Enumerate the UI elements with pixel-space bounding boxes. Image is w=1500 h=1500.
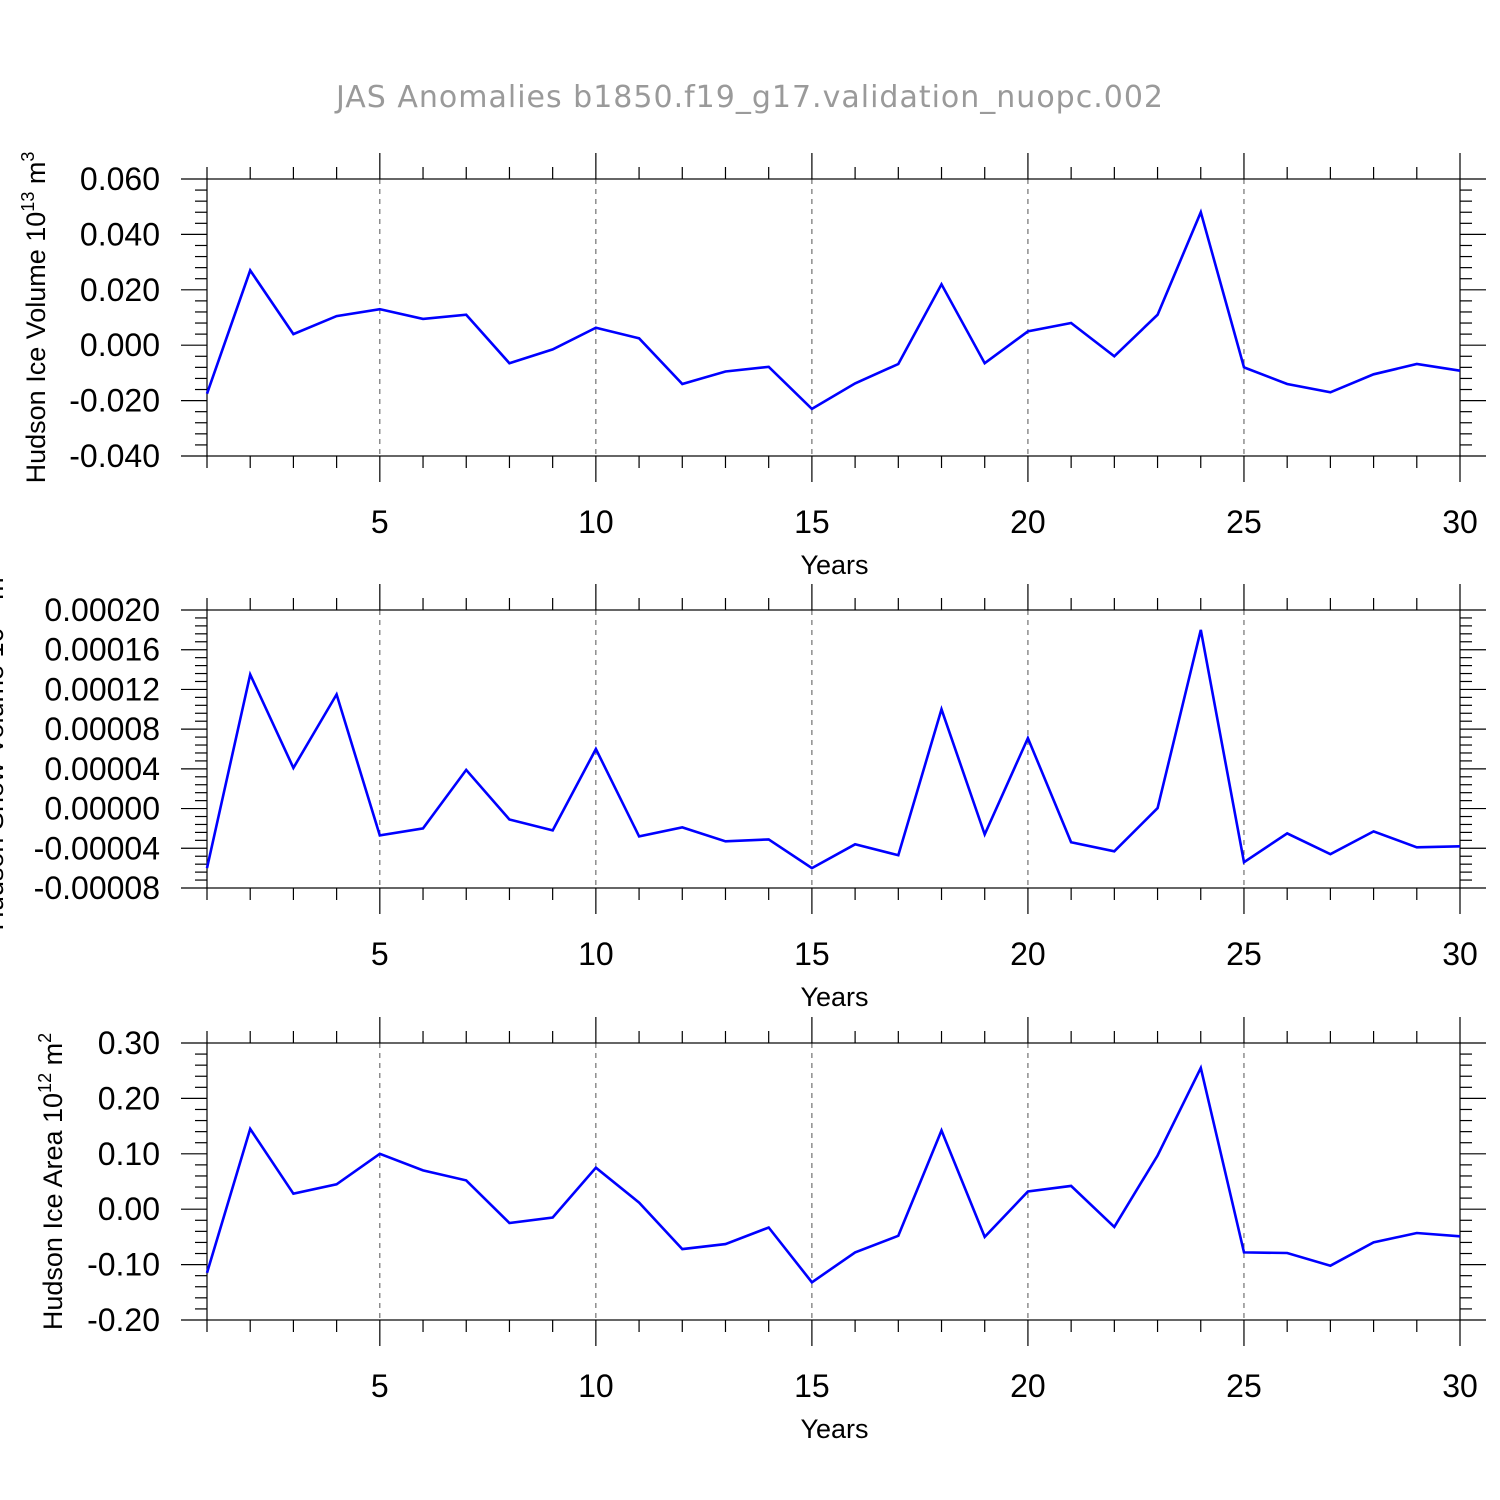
y-axis-label: Hudson Ice Volume 1013 m3	[18, 152, 51, 484]
x-tick-label: 10	[578, 504, 614, 540]
y-axis-label-exponent: 12	[35, 1073, 55, 1093]
y-axis-label-main: Hudson Snow Volume 10	[0, 627, 9, 930]
data-line	[205, 629, 1461, 870]
y-axis-label-unit: m	[38, 1043, 68, 1073]
x-tick-label: 15	[794, 936, 830, 972]
y-axis-label: Hudson Snow Volume 1013 m3	[0, 567, 9, 930]
x-tick-label: 10	[578, 936, 614, 972]
x-tick-label: 25	[1226, 504, 1262, 540]
x-tick-label: 5	[371, 1368, 389, 1404]
x-axis-label: Years	[800, 982, 868, 1012]
plot-frame	[206, 1042, 1461, 1321]
y-axis-label-main: Hudson Ice Area 10	[38, 1093, 68, 1330]
x-tick-label: 15	[794, 504, 830, 540]
x-axis-label: Years	[800, 550, 868, 580]
y-tick-label: 0.00004	[44, 751, 160, 787]
y-tick-label: 0.00020	[44, 592, 160, 628]
x-tick-label: 25	[1226, 936, 1262, 972]
x-tick-label: 30	[1442, 936, 1478, 972]
x-tick-label: 25	[1226, 1368, 1262, 1404]
x-tick-label: 30	[1442, 1368, 1478, 1404]
y-tick-label: 0.30	[98, 1025, 160, 1061]
y-tick-label: -0.00008	[34, 870, 160, 906]
y-tick-label: 0.00016	[44, 632, 160, 668]
y-tick-label: 0.040	[80, 216, 160, 252]
y-tick-label: 0.00	[98, 1191, 160, 1227]
y-axis-label-unit: m	[0, 577, 9, 607]
y-tick-label: 0.00008	[44, 711, 160, 747]
plot-frame	[206, 609, 1461, 889]
x-tick-label: 20	[1010, 1368, 1046, 1404]
y-tick-label: 0.00012	[44, 671, 160, 707]
y-axis-label-unit-exponent: 2	[35, 1033, 55, 1043]
y-axis-label-exponent: 13	[18, 192, 38, 212]
x-tick-label: 10	[578, 1368, 614, 1404]
x-tick-label: 5	[371, 504, 389, 540]
y-tick-label: 0.060	[80, 161, 160, 197]
panels: 5 10 15 20 25 30-0.040-0.0200.0000.0200.0400.…	[0, 152, 1486, 1444]
y-tick-label: -0.20	[87, 1302, 160, 1338]
panel-1: 5 10 15 20 25 30 -0.040 -0.020 0.000 0.020 0.040 0.…	[18, 152, 1486, 580]
y-tick-label: 0.00000	[44, 791, 160, 827]
y-tick-label: -0.00004	[34, 830, 160, 866]
x-tick-label: 5	[371, 936, 389, 972]
y-axis-label-unit-exponent: 3	[18, 152, 38, 162]
y-tick-label: -0.020	[69, 383, 160, 419]
x-tick-label: 15	[794, 1368, 830, 1404]
y-tick-label: -0.040	[69, 438, 160, 474]
x-tick-label: 30	[1442, 504, 1478, 540]
y-tick-label: 0.20	[98, 1080, 160, 1116]
figure-title: JAS Anomalies b1850.f19_g17.validation_n…	[334, 80, 1164, 115]
y-tick-label: 0.000	[80, 327, 160, 363]
y-tick-label: 0.10	[98, 1136, 160, 1172]
x-tick-label: 20	[1010, 504, 1046, 540]
y-axis-label-main: Hudson Ice Volume 10	[21, 212, 51, 484]
data-line	[205, 1064, 1461, 1285]
x-axis-label: Years	[800, 1414, 868, 1444]
panel-3: 5 10 15 20 25 30 -0.20 -0.10 0.00 0.10 0.20 0.30 Yea…	[35, 1017, 1486, 1444]
y-axis-label-unit: m	[21, 162, 51, 192]
x-tick-label: 20	[1010, 936, 1046, 972]
y-tick-label: -0.10	[87, 1247, 160, 1283]
data-line	[205, 208, 1461, 411]
y-tick-label: 0.020	[80, 272, 160, 308]
plot-frame	[206, 178, 1461, 457]
y-axis-label: Hudson Ice Area 1012 m2	[35, 1033, 68, 1330]
